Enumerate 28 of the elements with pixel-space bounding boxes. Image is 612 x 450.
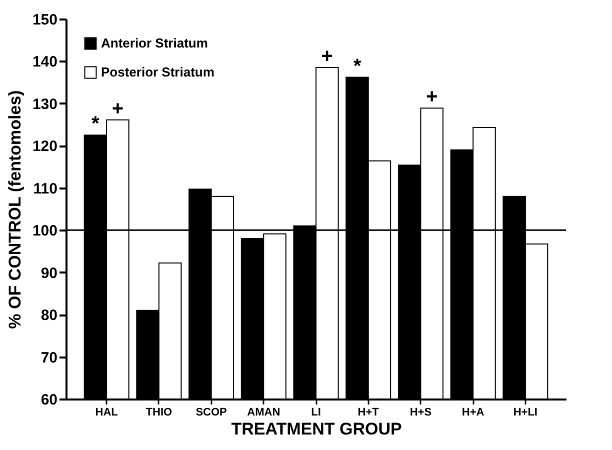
x-tick-label: H+A (462, 406, 484, 418)
y-tick-label: 130 (32, 96, 58, 113)
x-tick-label: H+LI (513, 406, 538, 418)
x-tick-label: THIO (146, 406, 173, 418)
x-tick-label: AMAN (247, 406, 280, 418)
y-tick-label: 60 (40, 392, 58, 408)
x-tick-label: H+T (358, 406, 380, 418)
y-tick-label: 120 (32, 138, 58, 156)
y-axis-title: % OF CONTROL (fentomoles) (5, 90, 24, 329)
x-tick-label: H+S (410, 406, 432, 418)
legend-label: Anterior Striatum (101, 36, 208, 50)
x-axis-title: TREATMENT GROUP (231, 420, 402, 438)
y-tick-label: 100 (32, 222, 58, 240)
annotation: + (426, 86, 438, 108)
y-tick-label: 110 (33, 180, 58, 198)
annotation: * (92, 113, 100, 136)
annotation: + (112, 98, 124, 120)
legend-label: Posterior Striatum (101, 64, 214, 80)
annotation: + (321, 46, 333, 68)
y-tick-label: 90 (40, 264, 58, 282)
y-tick-label: 70 (40, 349, 58, 366)
x-tick-label: SCOP (196, 406, 227, 418)
x-tick-label: HAL (95, 406, 118, 418)
annotation: * (353, 55, 362, 78)
y-tick-label: 80 (40, 307, 58, 324)
y-tick-label: 150 (32, 12, 58, 28)
x-tick-label: LI (311, 406, 321, 418)
y-tick-label: 140 (32, 54, 58, 71)
